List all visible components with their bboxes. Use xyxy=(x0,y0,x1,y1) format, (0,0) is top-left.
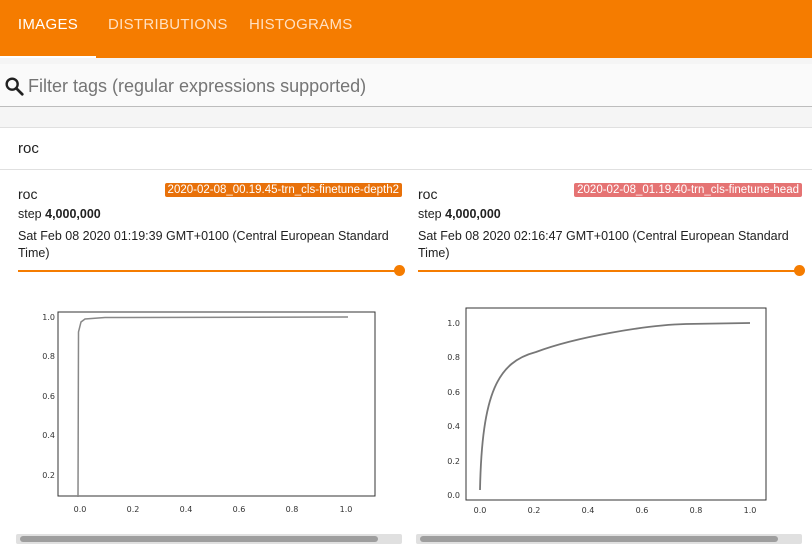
horizontal-scrollbar[interactable] xyxy=(416,534,802,544)
step-slider-knob[interactable] xyxy=(794,265,805,276)
y-tick-label: 1.0 xyxy=(447,319,460,328)
x-tick-label: 0.6 xyxy=(233,505,246,514)
x-tick-label: 0.8 xyxy=(286,505,299,514)
plot-frame xyxy=(465,307,767,501)
y-tick-label: 0.4 xyxy=(447,422,460,431)
step-value: 4,000,000 xyxy=(445,207,501,221)
active-tab-indicator xyxy=(0,56,96,58)
top-bar: IMAGES DISTRIBUTIONS HISTOGRAMS xyxy=(0,0,812,58)
step-text: step xyxy=(18,207,42,221)
tag-group: roc roc 2020-02-08_00.19.45-trn_cls-fine… xyxy=(0,127,812,548)
group-title[interactable]: roc xyxy=(18,140,39,157)
y-tick-labels: 1.0 0.8 0.6 0.4 0.2 xyxy=(42,313,55,480)
card-tag: roc xyxy=(18,186,38,202)
y-tick-label: 0.8 xyxy=(447,353,460,362)
y-tick-label: 0.4 xyxy=(42,431,55,440)
x-tick-label: 1.0 xyxy=(744,506,757,515)
timestamp: Sat Feb 08 2020 01:19:39 GMT+0100 (Centr… xyxy=(18,229,389,260)
tab-distributions[interactable]: DISTRIBUTIONS xyxy=(108,0,228,58)
tab-distributions-label: DISTRIBUTIONS xyxy=(108,16,228,33)
x-tick-label: 0.0 xyxy=(474,506,487,515)
roc-plot-image: 0.0 0.2 0.4 0.6 0.8 1.0 1.0 0.8 0.6 0.4 … xyxy=(447,307,767,515)
roc-curve xyxy=(479,322,751,491)
x-tick-label: 0.6 xyxy=(636,506,649,515)
tab-histograms-label: HISTOGRAMS xyxy=(249,16,353,33)
timestamp: Sat Feb 08 2020 02:16:47 GMT+0100 (Centr… xyxy=(418,229,789,260)
x-tick-labels: 0.0 0.2 0.4 0.6 0.8 1.0 xyxy=(74,505,353,514)
image-card: roc 2020-02-08_00.19.45-trn_cls-finetune… xyxy=(16,182,405,548)
y-tick-label: 0.6 xyxy=(447,388,460,397)
x-tick-label: 0.2 xyxy=(127,505,140,514)
group-divider xyxy=(0,169,812,170)
step-text: step xyxy=(418,207,442,221)
y-tick-label: 0.0 xyxy=(447,491,460,500)
step-value: 4,000,000 xyxy=(45,207,101,221)
x-tick-label: 0.4 xyxy=(582,506,595,515)
y-tick-label: 0.8 xyxy=(42,352,55,361)
run-badge: 2020-02-08_00.19.45-trn_cls-finetune-dep… xyxy=(164,183,402,197)
tab-histograms[interactable]: HISTOGRAMS xyxy=(249,0,353,58)
x-tick-label: 0.0 xyxy=(74,505,87,514)
y-tick-label: 1.0 xyxy=(42,313,55,322)
step-slider-track[interactable] xyxy=(418,270,798,272)
roc-plot-image: 0.0 0.2 0.4 0.6 0.8 1.0 1.0 0.8 0.6 0.4 … xyxy=(42,311,376,514)
x-tick-label: 0.8 xyxy=(690,506,703,515)
y-tick-labels: 1.0 0.8 0.6 0.4 0.2 0.0 xyxy=(447,319,460,500)
step-slider-knob[interactable] xyxy=(394,265,405,276)
x-tick-label: 1.0 xyxy=(340,505,353,514)
scrollbar-thumb[interactable] xyxy=(420,536,778,542)
x-tick-label: 0.2 xyxy=(528,506,541,515)
scrollbar-thumb[interactable] xyxy=(20,536,378,542)
horizontal-scrollbar[interactable] xyxy=(16,534,402,544)
run-badge: 2020-02-08_01.19.40-trn_cls-finetune-hea… xyxy=(574,183,802,197)
tab-images-label: IMAGES xyxy=(17,16,79,33)
tab-images[interactable]: IMAGES xyxy=(0,0,96,58)
plot-frame xyxy=(57,311,376,497)
roc-curve xyxy=(77,316,349,498)
image-card: roc 2020-02-08_01.19.40-trn_cls-finetune… xyxy=(416,182,805,548)
filter-bar xyxy=(0,64,812,107)
y-tick-label: 0.2 xyxy=(42,471,55,480)
x-tick-labels: 0.0 0.2 0.4 0.6 0.8 1.0 xyxy=(474,506,757,515)
filter-tags-input[interactable] xyxy=(26,72,790,100)
search-icon xyxy=(5,77,24,96)
y-tick-label: 0.2 xyxy=(447,457,460,466)
card-tag: roc xyxy=(418,186,438,202)
step-slider-track[interactable] xyxy=(18,270,398,272)
step-label: step 4,000,000 xyxy=(18,207,101,221)
step-label: step 4,000,000 xyxy=(418,207,501,221)
x-tick-label: 0.4 xyxy=(180,505,193,514)
y-tick-label: 0.6 xyxy=(42,392,55,401)
